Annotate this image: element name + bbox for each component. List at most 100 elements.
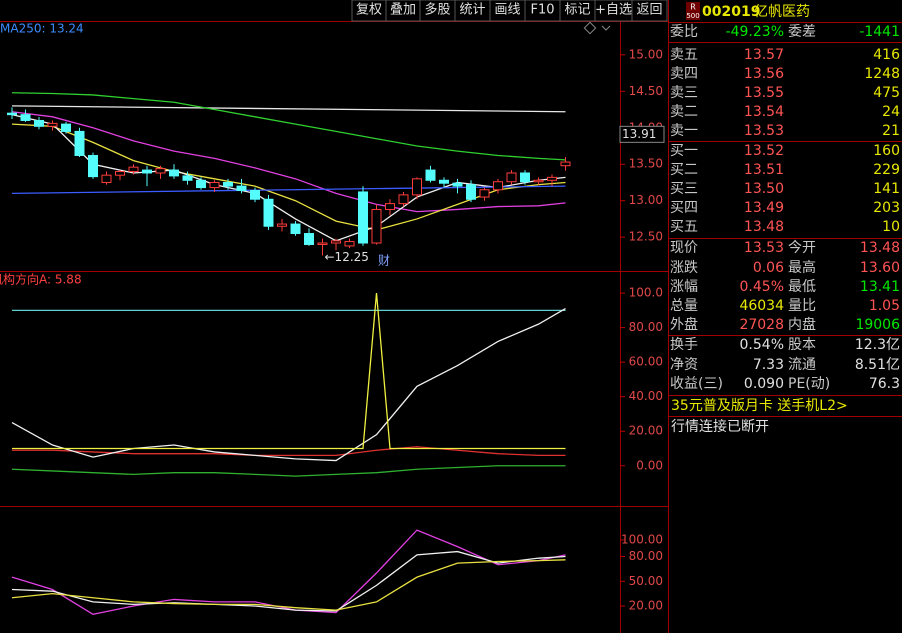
quote-label: 现价: [670, 240, 698, 256]
quote-value: 13.50: [744, 181, 784, 197]
y-tick-label: 50.00: [629, 574, 663, 588]
candle-body: [196, 179, 206, 189]
quote-label: 股本: [788, 337, 816, 353]
candle-body: [250, 189, 260, 200]
candle-body: [452, 182, 463, 187]
indicator-line: [12, 293, 566, 450]
event-marker: 财: [378, 254, 390, 268]
y-tick-label: 15.00: [629, 47, 663, 61]
quote-value: 475: [873, 85, 900, 101]
indicator-line: [11, 92, 566, 161]
stock-name: 亿帆医药: [754, 4, 810, 20]
y-tick-label: 80.00: [629, 549, 663, 563]
candle-body: [277, 223, 287, 227]
quote-label: 收益(三): [670, 376, 723, 392]
candle-body: [398, 194, 409, 205]
quote-value: 13.55: [744, 85, 784, 101]
candle-body: [47, 122, 58, 127]
quote-label: 卖三: [670, 85, 698, 101]
quote-label: 卖二: [670, 104, 698, 120]
y-tick-label: 13.00: [629, 193, 663, 207]
badge: [686, 2, 700, 20]
quote-label: 今开: [788, 240, 816, 256]
candle-body: [344, 241, 355, 247]
toolbar-button-label[interactable]: 叠加: [390, 3, 416, 18]
toolbar-button-label[interactable]: 画线: [494, 3, 520, 18]
quote-label: PE(动): [788, 376, 830, 392]
promo[interactable]: 35元普及版月卡 送手机L2>: [671, 398, 848, 414]
quote-value: 19006: [855, 317, 900, 333]
quote-label: 买三: [670, 181, 698, 197]
quote-value: 160: [873, 143, 900, 159]
indicator-line: [11, 559, 566, 611]
quote-label: 最低: [788, 279, 816, 295]
quote-label: 买四: [670, 200, 698, 216]
quote-label: 换手: [670, 336, 698, 353]
quote-value: 416: [873, 47, 900, 63]
quote-value: 0.090: [744, 376, 784, 392]
y-tick-label: 100.0: [629, 286, 663, 300]
indicator-line: [11, 308, 566, 462]
y-tick-label: 12.50: [629, 230, 663, 244]
stock-code: 002019: [702, 4, 760, 20]
quote-label: 委差: [788, 24, 816, 40]
candle-body: [182, 175, 193, 181]
quote-label: 委比: [670, 24, 698, 40]
y-tick-label: 80.00: [629, 320, 663, 334]
candle-body: [506, 172, 517, 183]
quote-value: 13.48: [860, 240, 900, 256]
candle-body: [479, 189, 490, 198]
quote-value: 13.53: [744, 240, 784, 256]
quote-value: 13.57: [744, 47, 784, 63]
candle-body: [317, 242, 328, 245]
indicator-line: [11, 465, 566, 477]
badge-text: 500: [686, 12, 699, 20]
quote-value: 13.54: [744, 104, 784, 120]
candle-body: [439, 179, 449, 184]
candle-body: [263, 198, 274, 227]
icon[interactable]: [583, 21, 597, 35]
quote-value: 10: [882, 219, 900, 235]
quote-value: 12.3亿: [855, 337, 900, 353]
candle-body: [74, 130, 85, 156]
quote-value: 76.3: [869, 376, 900, 392]
quote-value: 13.53: [744, 123, 784, 139]
y-tick-label: 100.00: [621, 533, 663, 547]
candle-body: [466, 184, 476, 200]
quote-value: 8.51亿: [855, 357, 900, 373]
candle-body: [7, 112, 17, 116]
quote-value: 7.33: [753, 357, 784, 373]
toolbar-button-label[interactable]: 返回: [636, 3, 662, 18]
toolbar-button-label[interactable]: 标记: [564, 3, 590, 18]
quote-value: 13.51: [744, 162, 784, 178]
candle-body: [128, 166, 139, 173]
quote-value: 13.49: [744, 200, 784, 216]
candle-body: [115, 171, 125, 176]
y-tick-label: 60.00: [629, 355, 663, 369]
candle-body: [331, 240, 341, 244]
price-tag-label: 13.91: [622, 127, 656, 141]
toolbar-button-label[interactable]: 复权: [356, 2, 382, 18]
toolbar-button[interactable]: [631, 0, 668, 22]
toolbar-button-label[interactable]: +自选: [595, 3, 632, 18]
y-tick-label: 13.50: [629, 157, 663, 171]
panel-title: 机构方向A: 5.88: [0, 272, 82, 287]
quote-label: 买二: [670, 162, 698, 178]
quote-label: 净资: [670, 357, 698, 373]
indicator-line: [11, 114, 566, 242]
candle-body: [155, 168, 166, 174]
icon[interactable]: [601, 25, 611, 31]
candle-body: [20, 114, 31, 121]
quote-panel: 委比 -49.23% 委差 -1441 卖五 13.57 416 卖四 13.56 1248 卖三 1…: [668, 24, 902, 417]
candle-body: [304, 233, 314, 245]
low-annotation: ←12.25: [325, 250, 369, 264]
quote-label: 最高: [788, 259, 816, 276]
quote-value: 13.60: [860, 260, 900, 276]
quote-value: 203: [873, 200, 900, 216]
quote-value: 1248: [864, 66, 900, 82]
quote-value: 13.48: [744, 219, 784, 235]
toolbar-button-label[interactable]: F10: [530, 3, 554, 18]
toolbar-button-label[interactable]: 多股: [424, 2, 450, 18]
toolbar-button-label[interactable]: 统计: [459, 3, 485, 18]
